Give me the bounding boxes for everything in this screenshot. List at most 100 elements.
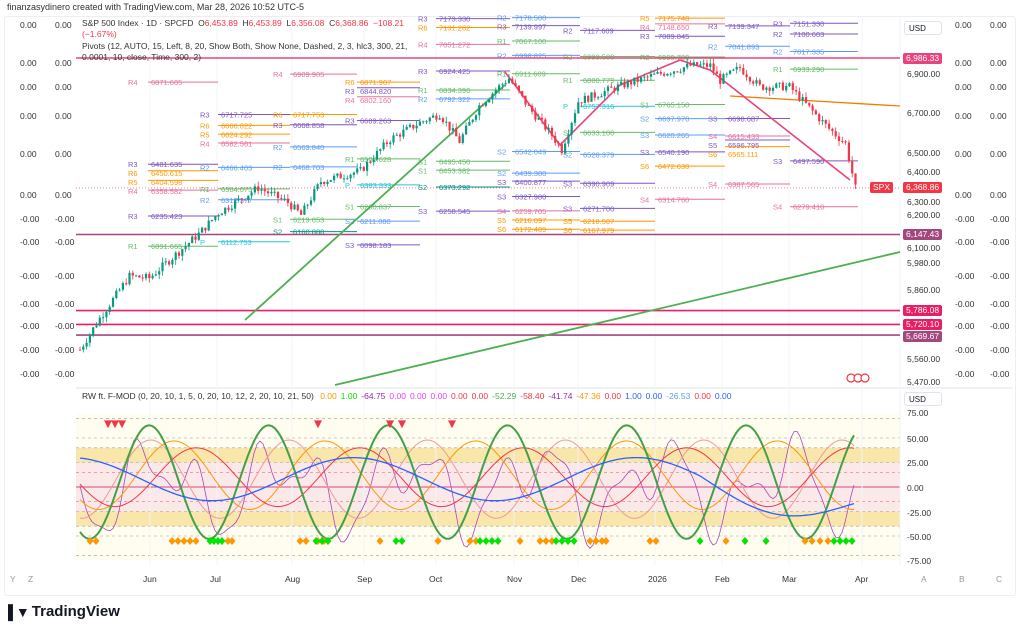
- candle-body: [646, 76, 649, 78]
- high-value: 6,453.89: [248, 18, 282, 28]
- left-axis-value: -0.00: [55, 345, 75, 355]
- time-axis-label: Apr: [855, 574, 869, 584]
- time-axis-label: Feb: [715, 574, 730, 584]
- pivot-level-tag: R6: [200, 121, 210, 130]
- candle-body: [379, 149, 382, 151]
- candle-body: [623, 81, 626, 88]
- pivot-level-value: 6993.500: [583, 52, 614, 61]
- green-diamond-icon: [218, 537, 226, 545]
- candle-body: [465, 125, 468, 135]
- candle-body: [435, 115, 438, 120]
- candle-body: [514, 83, 517, 86]
- candle-body: [220, 213, 223, 216]
- candle-body: [375, 150, 379, 160]
- pivot-level-tag: R3: [200, 111, 210, 120]
- indicator-value: 0.00: [320, 391, 337, 401]
- time-axis-marker[interactable]: Z: [28, 574, 34, 584]
- candle-body: [570, 122, 573, 135]
- candle-body: [590, 92, 593, 102]
- time-axis-marker[interactable]: A: [921, 574, 927, 584]
- pivot-level-tag: R1: [497, 70, 507, 79]
- time-axis-label: Nov: [507, 574, 523, 584]
- pivot-level-tag: R3: [708, 22, 718, 31]
- last-price-symbol-badge: SPX: [870, 182, 894, 194]
- pivot-level-tag: R4: [640, 23, 650, 32]
- indicator-name[interactable]: RW ft. F-MOD (0, 20, 10, 1, 5, 0, 20, 10…: [82, 391, 314, 401]
- indicator-axis-tick: 0.00: [907, 483, 924, 493]
- signal-down-triangle-icon: [104, 420, 112, 429]
- candle-body: [633, 77, 636, 85]
- symbol-legend[interactable]: S&P 500 Index · 1D · SPCFD O6,453.89 H6,…: [82, 18, 412, 40]
- pivot-level-value: 6802.160: [360, 96, 391, 105]
- candle-body: [164, 261, 167, 263]
- left-axis-value: -0.00: [20, 214, 40, 224]
- time-axis-marker[interactable]: C: [996, 574, 1003, 584]
- candle-body: [78, 349, 82, 351]
- price-level-label: 5,669.67: [903, 330, 943, 342]
- candle-body: [768, 87, 771, 91]
- time-axis-marker[interactable]: Y: [10, 574, 16, 584]
- pivot-level-value: 6834.390: [439, 86, 470, 95]
- pivot-level-value: 6364.075: [221, 185, 252, 194]
- indicator-legend[interactable]: RW ft. F-MOD (0, 20, 10, 1, 5, 0, 20, 10…: [82, 391, 735, 401]
- tradingview-logo[interactable]: ▌▼ TradingView: [8, 603, 120, 620]
- orange-diamond-icon: [186, 537, 194, 545]
- right-axis-value: 0.00: [990, 190, 1007, 200]
- change-value: −108.21 (−1.67%): [82, 18, 404, 39]
- time-axis-label: 2026: [648, 574, 667, 584]
- candle-body: [709, 63, 712, 67]
- pivot-level-tag: R3: [128, 160, 138, 169]
- indicator-lower-zone: [76, 511, 900, 527]
- tradingview-logo-icon: ▌▼: [8, 603, 30, 620]
- left-axis-value: -0.00: [55, 237, 75, 247]
- candle-body: [458, 136, 461, 143]
- candle-body: [481, 105, 484, 107]
- candle-body: [804, 97, 808, 103]
- pivot-level-value: 6439.380: [515, 169, 546, 178]
- close-label: C: [329, 18, 336, 28]
- orange-diamond-icon: [808, 537, 816, 545]
- pivot-level-value: 6279.410: [793, 203, 824, 212]
- indicator-currency-label[interactable]: USD: [904, 392, 942, 406]
- pivot-level-tag: S4: [640, 195, 649, 204]
- pivot-level-value: 7151.330: [793, 19, 824, 28]
- pivot-level-tag: S4: [708, 180, 717, 189]
- pivot-level-value: 7017.335: [793, 47, 824, 56]
- candle-body: [626, 81, 629, 88]
- indicator-value: 0.00: [604, 391, 622, 401]
- candle-body: [696, 62, 699, 66]
- currency-label[interactable]: USD: [904, 21, 942, 35]
- pivot-level-tag: R1: [200, 185, 210, 194]
- candle-body: [851, 161, 854, 174]
- signal-down-triangle-icon: [314, 420, 322, 429]
- pivot-level-tag: S6: [708, 150, 717, 159]
- candle-body: [326, 181, 329, 184]
- candle-body: [303, 205, 306, 215]
- candle-body: [630, 81, 633, 85]
- candle-body: [455, 128, 458, 137]
- time-axis-marker[interactable]: B: [959, 574, 965, 584]
- candle-body: [531, 105, 534, 112]
- pivot-level-tag: S3: [563, 204, 572, 213]
- indicator-orange-line: [79, 440, 854, 511]
- signal-down-triangle-icon: [448, 420, 456, 429]
- pivot-level-tag: R6: [128, 169, 138, 178]
- left-axis-value: 0.00: [55, 20, 72, 30]
- candle-body: [342, 178, 346, 180]
- green-diamond-icon: [312, 537, 320, 545]
- pivots-legend[interactable]: Pivots (12, AUTO, 15, Left, 8, 20, Show …: [82, 41, 408, 62]
- candle-body: [732, 69, 735, 71]
- pivot-level-value: 6210.507: [583, 217, 614, 226]
- candle-body: [778, 82, 781, 84]
- pivot-level-value: 6312.377: [221, 196, 252, 205]
- pivot-level-value: 6327.980: [515, 193, 546, 202]
- candle-body: [82, 346, 85, 350]
- candle-body: [468, 121, 471, 126]
- candle-body: [752, 81, 755, 84]
- candle-body: [352, 172, 355, 175]
- pivot-level-tag: R1: [563, 76, 573, 85]
- symbol-title[interactable]: S&P 500 Index · 1D · SPCFD: [82, 18, 194, 28]
- pivot-level-tag: R5: [640, 14, 650, 23]
- candle-body: [154, 274, 157, 276]
